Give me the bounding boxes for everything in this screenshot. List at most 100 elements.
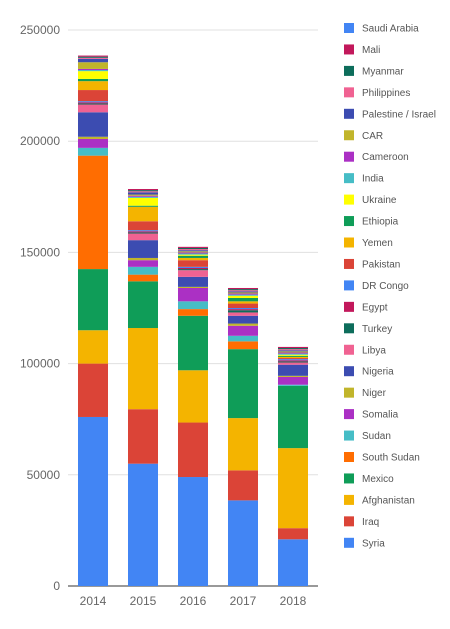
- bar-segment-turkey-2017: [228, 310, 258, 313]
- bar-segment-pakistan-2015: [128, 221, 158, 231]
- legend-swatch: [344, 44, 354, 55]
- bar-segment-nigeria-2016: [178, 276, 208, 287]
- legend-swatch: [344, 323, 354, 334]
- bar-segment-ethiopia-2016: [178, 255, 208, 258]
- bar-segment-philippines-2015: [128, 191, 158, 193]
- legend-item-egypt: Egypt: [344, 301, 388, 313]
- bar-segment-niger-2017: [228, 323, 258, 326]
- bar-segment-somalia-2018: [278, 376, 308, 385]
- legend-label: Myanmar: [362, 66, 404, 77]
- bar-segment-india-2016: [178, 253, 208, 255]
- legend-swatch: [344, 387, 354, 398]
- bar-segment-turkey-2018: [278, 361, 308, 363]
- legend-swatch: [344, 237, 354, 248]
- bar-segment-syria-2017: [228, 500, 258, 586]
- legend-swatch: [344, 494, 354, 505]
- bar-segment-egypt-2017: [228, 309, 258, 311]
- bar-segment-ethiopia-2017: [228, 297, 258, 302]
- legend-label: Sudan: [362, 431, 391, 442]
- legend-label: Ukraine: [362, 195, 397, 206]
- bar-segment-turkey-2015: [128, 232, 158, 234]
- legend-swatch: [344, 516, 354, 527]
- legend-swatch: [344, 151, 354, 162]
- legend-swatch: [344, 23, 354, 33]
- y-axis-ticks: 0 50000 100000 150000 200000 250000: [20, 23, 60, 593]
- bar-segment-somalia-2017: [228, 325, 258, 336]
- legend-swatch: [344, 409, 354, 420]
- bar-segment-philippines-2016: [178, 249, 208, 251]
- legend-label: India: [362, 174, 384, 185]
- legend-item-ukraine: Ukraine: [344, 194, 397, 206]
- bar-segment-egypt-2015: [128, 231, 158, 233]
- legend-label: Syria: [362, 538, 385, 549]
- y-tick-label: 250000: [20, 23, 60, 37]
- bar-segment-pakistan-2018: [278, 358, 308, 360]
- legend-label: Turkey: [362, 324, 392, 335]
- legend-label: Iraq: [362, 517, 379, 528]
- legend-label: Saudi Arabia: [362, 24, 419, 35]
- x-tick-label: 2018: [280, 594, 307, 608]
- bar-segment-india-2015: [128, 196, 158, 198]
- bar-segment-philippines-2017: [228, 290, 258, 292]
- legend-item-niger: Niger: [344, 387, 387, 399]
- bar-segment-egypt-2014: [78, 102, 108, 104]
- legend-item-dr-congo: DR Congo: [344, 280, 409, 292]
- bar-segment-iraq-2017: [228, 470, 258, 501]
- legend-item-india: India: [344, 173, 384, 185]
- bar-segment-pakistan-2014: [78, 90, 108, 102]
- bar-segment-india-2017: [228, 294, 258, 296]
- legend-swatch: [344, 108, 354, 119]
- legend-label: Pakistan: [362, 259, 400, 270]
- legend-label: Cameroon: [362, 152, 409, 163]
- bar-segment-libya-2018: [278, 362, 308, 365]
- bar-segment-afghanistan-2015: [128, 328, 158, 410]
- legend-item-philippines: Philippines: [344, 87, 410, 99]
- bar-segment-philippines-2014: [78, 57, 108, 59]
- legend-label: Somalia: [362, 410, 399, 421]
- bar-segment-mali-2018: [278, 346, 308, 349]
- legend-item-turkey: Turkey: [344, 323, 392, 335]
- bar-segment-turkey-2016: [178, 269, 208, 271]
- bar-segment-ukraine-2016: [178, 254, 208, 256]
- legend-item-yemen: Yemen: [344, 237, 393, 249]
- bar-segment-car-2014: [78, 62, 108, 69]
- bar-segment-india-2014: [78, 70, 108, 72]
- legend-swatch: [344, 473, 354, 484]
- legend-item-somalia: Somalia: [344, 409, 399, 421]
- legend-item-myanmar: Myanmar: [344, 65, 404, 77]
- bar-segment-dr-congo-2015: [128, 230, 158, 232]
- bar-segment-somalia-2014: [78, 138, 108, 148]
- bar-segment-iraq-2015: [128, 409, 158, 464]
- bar-segment-mexico-2015: [128, 281, 158, 329]
- bar-segment-niger-2014: [78, 136, 108, 139]
- bar-segment-mali-2016: [178, 246, 208, 248]
- bar-segment-nigeria-2015: [128, 240, 158, 258]
- legend-label: Ethiopia: [362, 217, 399, 228]
- bar-segment-syria-2014: [78, 416, 108, 586]
- bar-segment-ukraine-2014: [78, 71, 108, 79]
- bar-segment-dr-congo-2018: [278, 359, 308, 361]
- bar-segment-afghanistan-2017: [228, 418, 258, 471]
- bar-segment-niger-2015: [128, 257, 158, 261]
- bar-segment-myanmar-2015: [128, 190, 158, 192]
- x-tick-label: 2014: [80, 594, 107, 608]
- y-tick-label: 100000: [20, 357, 60, 371]
- x-tick-label: 2017: [230, 594, 257, 608]
- bar-segment-libya-2015: [128, 233, 158, 241]
- bar-segment-ukraine-2015: [128, 197, 158, 206]
- bar-segment-sudan-2015: [128, 266, 158, 275]
- bar-segment-dr-congo-2017: [228, 308, 258, 310]
- bar-segment-iraq-2018: [278, 528, 308, 540]
- legend-item-car: CAR: [344, 130, 383, 142]
- bar-segment-ukraine-2017: [228, 295, 258, 298]
- bar-segment-pakistan-2016: [178, 260, 208, 267]
- bar-segment-palestine-israel-2018: [278, 350, 308, 352]
- bar-segment-egypt-2016: [178, 267, 208, 270]
- legend-item-syria: Syria: [344, 537, 385, 549]
- bar-segment-iraq-2016: [178, 422, 208, 478]
- bar-segment-niger-2016: [178, 286, 208, 288]
- bar-segment-mexico-2016: [178, 315, 208, 371]
- bar-segment-yemen-2014: [78, 81, 108, 91]
- bar-segment-car-2015: [128, 194, 158, 196]
